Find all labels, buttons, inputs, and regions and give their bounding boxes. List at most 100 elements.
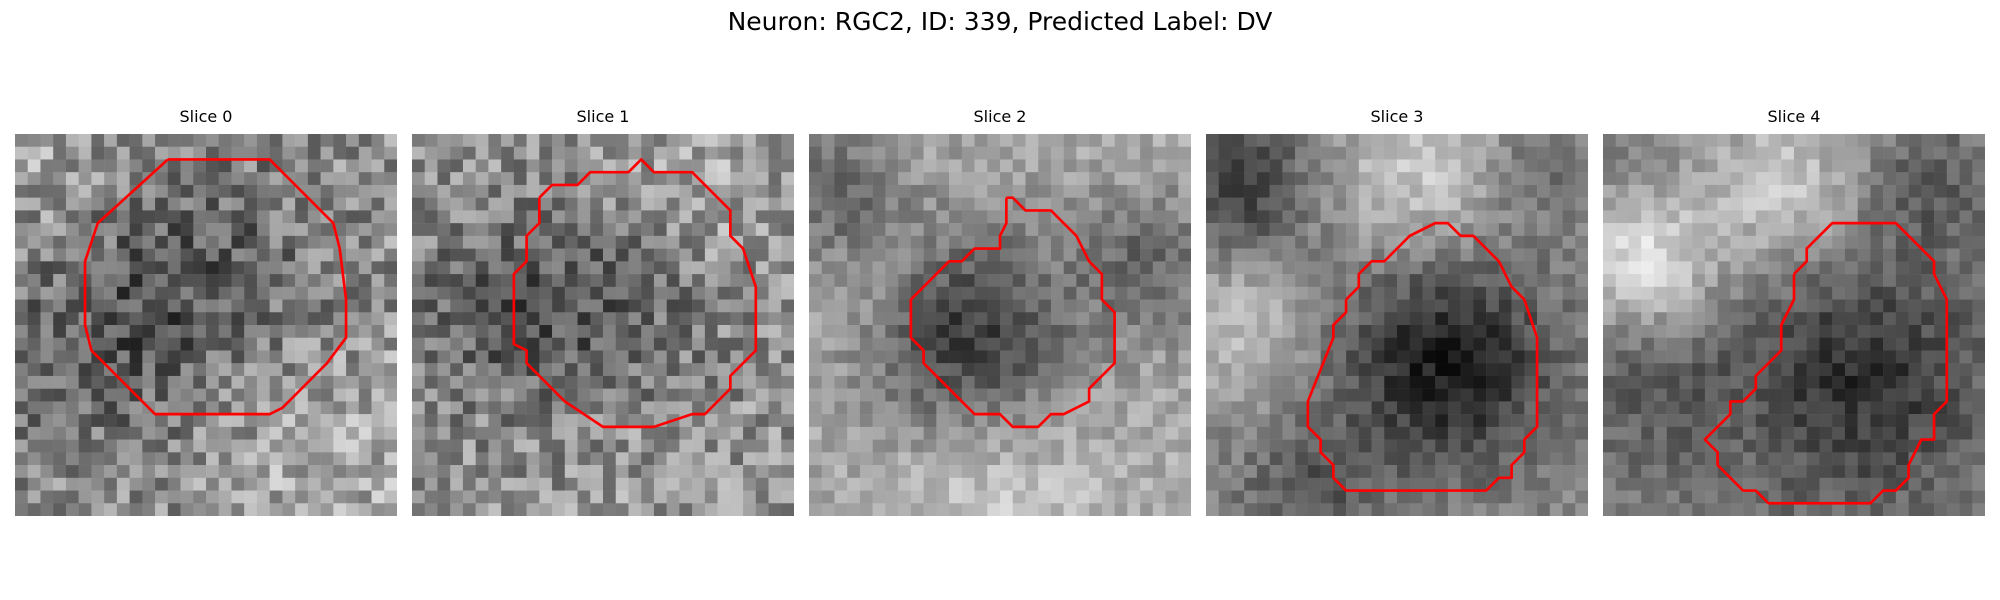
pixel (1832, 350, 1846, 364)
pixel (1409, 312, 1423, 326)
pixel (1562, 426, 1576, 440)
pixel (307, 375, 321, 389)
pixel (104, 146, 118, 160)
pixel (1231, 503, 1245, 516)
pixel (1806, 134, 1820, 147)
pixel (859, 439, 873, 453)
pixel (282, 210, 296, 224)
pixel (1346, 426, 1360, 440)
pixel (1025, 172, 1039, 186)
pixel (1447, 325, 1461, 338)
pixel (1244, 210, 1258, 224)
pixel (488, 477, 502, 491)
pixel (1244, 197, 1258, 211)
pixel (1717, 490, 1731, 504)
pixel (1562, 388, 1576, 402)
pixel (256, 401, 270, 415)
pixel (552, 235, 566, 249)
pixel (218, 414, 232, 428)
pixel (91, 426, 105, 440)
pixel (628, 299, 642, 313)
pixel (513, 401, 527, 415)
pixel (1025, 477, 1039, 491)
pixel (488, 388, 502, 402)
pixel (462, 312, 476, 326)
pixel (206, 274, 219, 288)
pixel (40, 274, 54, 288)
pixel (371, 261, 385, 275)
pixel (256, 503, 270, 516)
pixel (821, 159, 835, 173)
pixel (987, 465, 1001, 479)
pixel (1473, 452, 1487, 466)
pixel (1883, 388, 1897, 402)
pixel (781, 414, 794, 428)
pixel (1641, 477, 1655, 491)
pixel (1832, 337, 1846, 351)
pixel (513, 299, 527, 313)
pixel (104, 172, 118, 186)
pixel (371, 248, 385, 262)
pixel (1537, 172, 1551, 186)
pixel (1152, 325, 1166, 338)
pixel (1101, 452, 1115, 466)
pixel (692, 490, 706, 504)
pixel (768, 465, 782, 479)
pixel (768, 426, 782, 440)
pixel (628, 503, 642, 516)
pixel (743, 159, 757, 173)
pixel (1537, 134, 1551, 147)
pixel (295, 134, 309, 147)
pixel (501, 210, 515, 224)
pixel (1038, 350, 1052, 364)
pixel (1140, 325, 1154, 338)
pixel (206, 286, 219, 300)
pixel (1921, 388, 1935, 402)
pixel (1384, 286, 1398, 300)
pixel (743, 146, 757, 160)
pixel (821, 261, 835, 275)
pixel (167, 248, 181, 262)
pixel (1730, 363, 1744, 377)
pixel (1140, 465, 1154, 479)
pixel (577, 223, 591, 237)
pixel (987, 337, 1001, 351)
pixel (564, 235, 578, 249)
pixel (1447, 477, 1461, 491)
pixel (371, 490, 385, 504)
pixel (1152, 248, 1166, 262)
pixel (628, 426, 642, 440)
pixel (1012, 490, 1026, 504)
pixel (307, 223, 321, 237)
pixel (885, 452, 899, 466)
pixel (1641, 197, 1655, 211)
pixel (949, 312, 963, 326)
pixel (1755, 184, 1769, 198)
pixel (244, 426, 258, 440)
pixel (1704, 134, 1718, 147)
pixel (1152, 299, 1166, 313)
pixel (1832, 401, 1846, 415)
pixel (526, 401, 540, 415)
pixel (949, 452, 963, 466)
pixel (282, 465, 296, 479)
pixel (231, 477, 245, 491)
pixel (809, 452, 822, 466)
pixel (1666, 375, 1680, 389)
pixel (231, 503, 245, 516)
pixel (1743, 401, 1757, 415)
pixel (1934, 490, 1948, 504)
pixel (1333, 325, 1347, 338)
pixel (1603, 350, 1616, 364)
pixel (949, 159, 963, 173)
pixel (371, 375, 385, 389)
pixel (462, 210, 476, 224)
pixel (167, 388, 181, 402)
pixel (1101, 388, 1115, 402)
pixel (1256, 235, 1270, 249)
pixel (282, 184, 296, 198)
pixel (1794, 350, 1807, 364)
pixel (692, 439, 706, 453)
pixel (1615, 159, 1629, 173)
pixel (462, 325, 476, 338)
